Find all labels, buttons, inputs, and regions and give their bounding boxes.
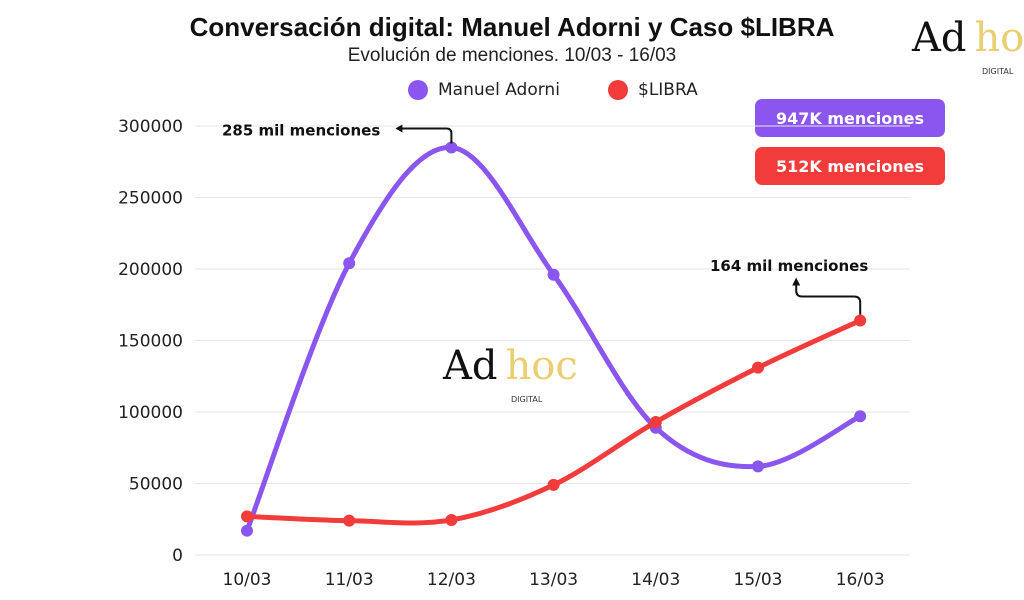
annotation-arrowhead xyxy=(395,124,403,133)
x-tick-label: 11/03 xyxy=(325,570,374,590)
x-tick-label: 12/03 xyxy=(427,570,476,590)
data-point-libra xyxy=(854,314,867,327)
x-tick-label: 16/03 xyxy=(836,570,885,590)
y-tick-label: 250000 xyxy=(118,189,183,209)
annotation-label: 164 mil menciones xyxy=(710,257,868,275)
logo-ad: Ad xyxy=(912,15,967,61)
data-point-libra xyxy=(241,510,253,523)
series-line-adorni xyxy=(244,144,863,534)
legend-item-adorni: Manuel Adorni xyxy=(408,80,560,100)
x-tick-label: 15/03 xyxy=(734,570,783,590)
data-point-adorni xyxy=(854,410,867,423)
logo-hoc: hoc xyxy=(974,15,1024,61)
legend-swatch-adorni xyxy=(408,80,428,100)
data-point-libra xyxy=(752,361,764,374)
annotation-arrowhead xyxy=(792,277,801,286)
data-point-libra xyxy=(445,513,458,526)
watermark-digital: DIGITAL xyxy=(511,395,543,404)
y-tick-label: 50000 xyxy=(129,475,183,495)
data-point-adorni xyxy=(752,460,764,473)
badge-adorni-total: 947K menciones xyxy=(755,99,945,137)
y-tick-label: 100000 xyxy=(118,403,183,423)
data-point-libra xyxy=(343,514,356,527)
legend-item-libra: $LIBRA xyxy=(608,80,698,100)
logo-watermark: Ad hoc DIGITAL xyxy=(443,343,578,404)
data-point-adorni xyxy=(547,268,560,281)
y-tick-label: 300000 xyxy=(118,117,183,137)
badge-libra-total: 512K menciones xyxy=(755,147,945,185)
data-point-adorni xyxy=(445,141,458,154)
y-tick-label: 150000 xyxy=(118,332,183,352)
y-tick-label: 200000 xyxy=(118,260,183,280)
legend-swatch-libra xyxy=(608,80,628,100)
chart-subtitle: Evolución de menciones. 10/03 - 16/03 xyxy=(347,45,677,66)
x-tick-label: 10/03 xyxy=(223,570,272,590)
x-tick-label: 14/03 xyxy=(631,570,680,590)
legend-label-libra: $LIBRA xyxy=(638,80,698,100)
data-point-adorni xyxy=(343,257,356,270)
annotation-label: 285 mil menciones xyxy=(222,121,380,139)
chart-title: Conversación digital: Manuel Adorni y Ca… xyxy=(189,12,835,42)
legend-label-adorni: Manuel Adorni xyxy=(438,80,560,100)
y-tick-label: 0 xyxy=(172,546,183,566)
logo-digital: DIGITAL xyxy=(982,67,1014,76)
data-point-adorni xyxy=(241,524,253,537)
data-point-libra xyxy=(547,478,560,491)
annotation-arrow xyxy=(401,127,453,144)
x-tick-label: 13/03 xyxy=(529,570,578,590)
data-point-libra xyxy=(649,416,662,429)
watermark-ad: Ad xyxy=(443,343,498,389)
watermark-hoc: hoc xyxy=(505,343,578,389)
annotation-arrow xyxy=(795,284,862,315)
